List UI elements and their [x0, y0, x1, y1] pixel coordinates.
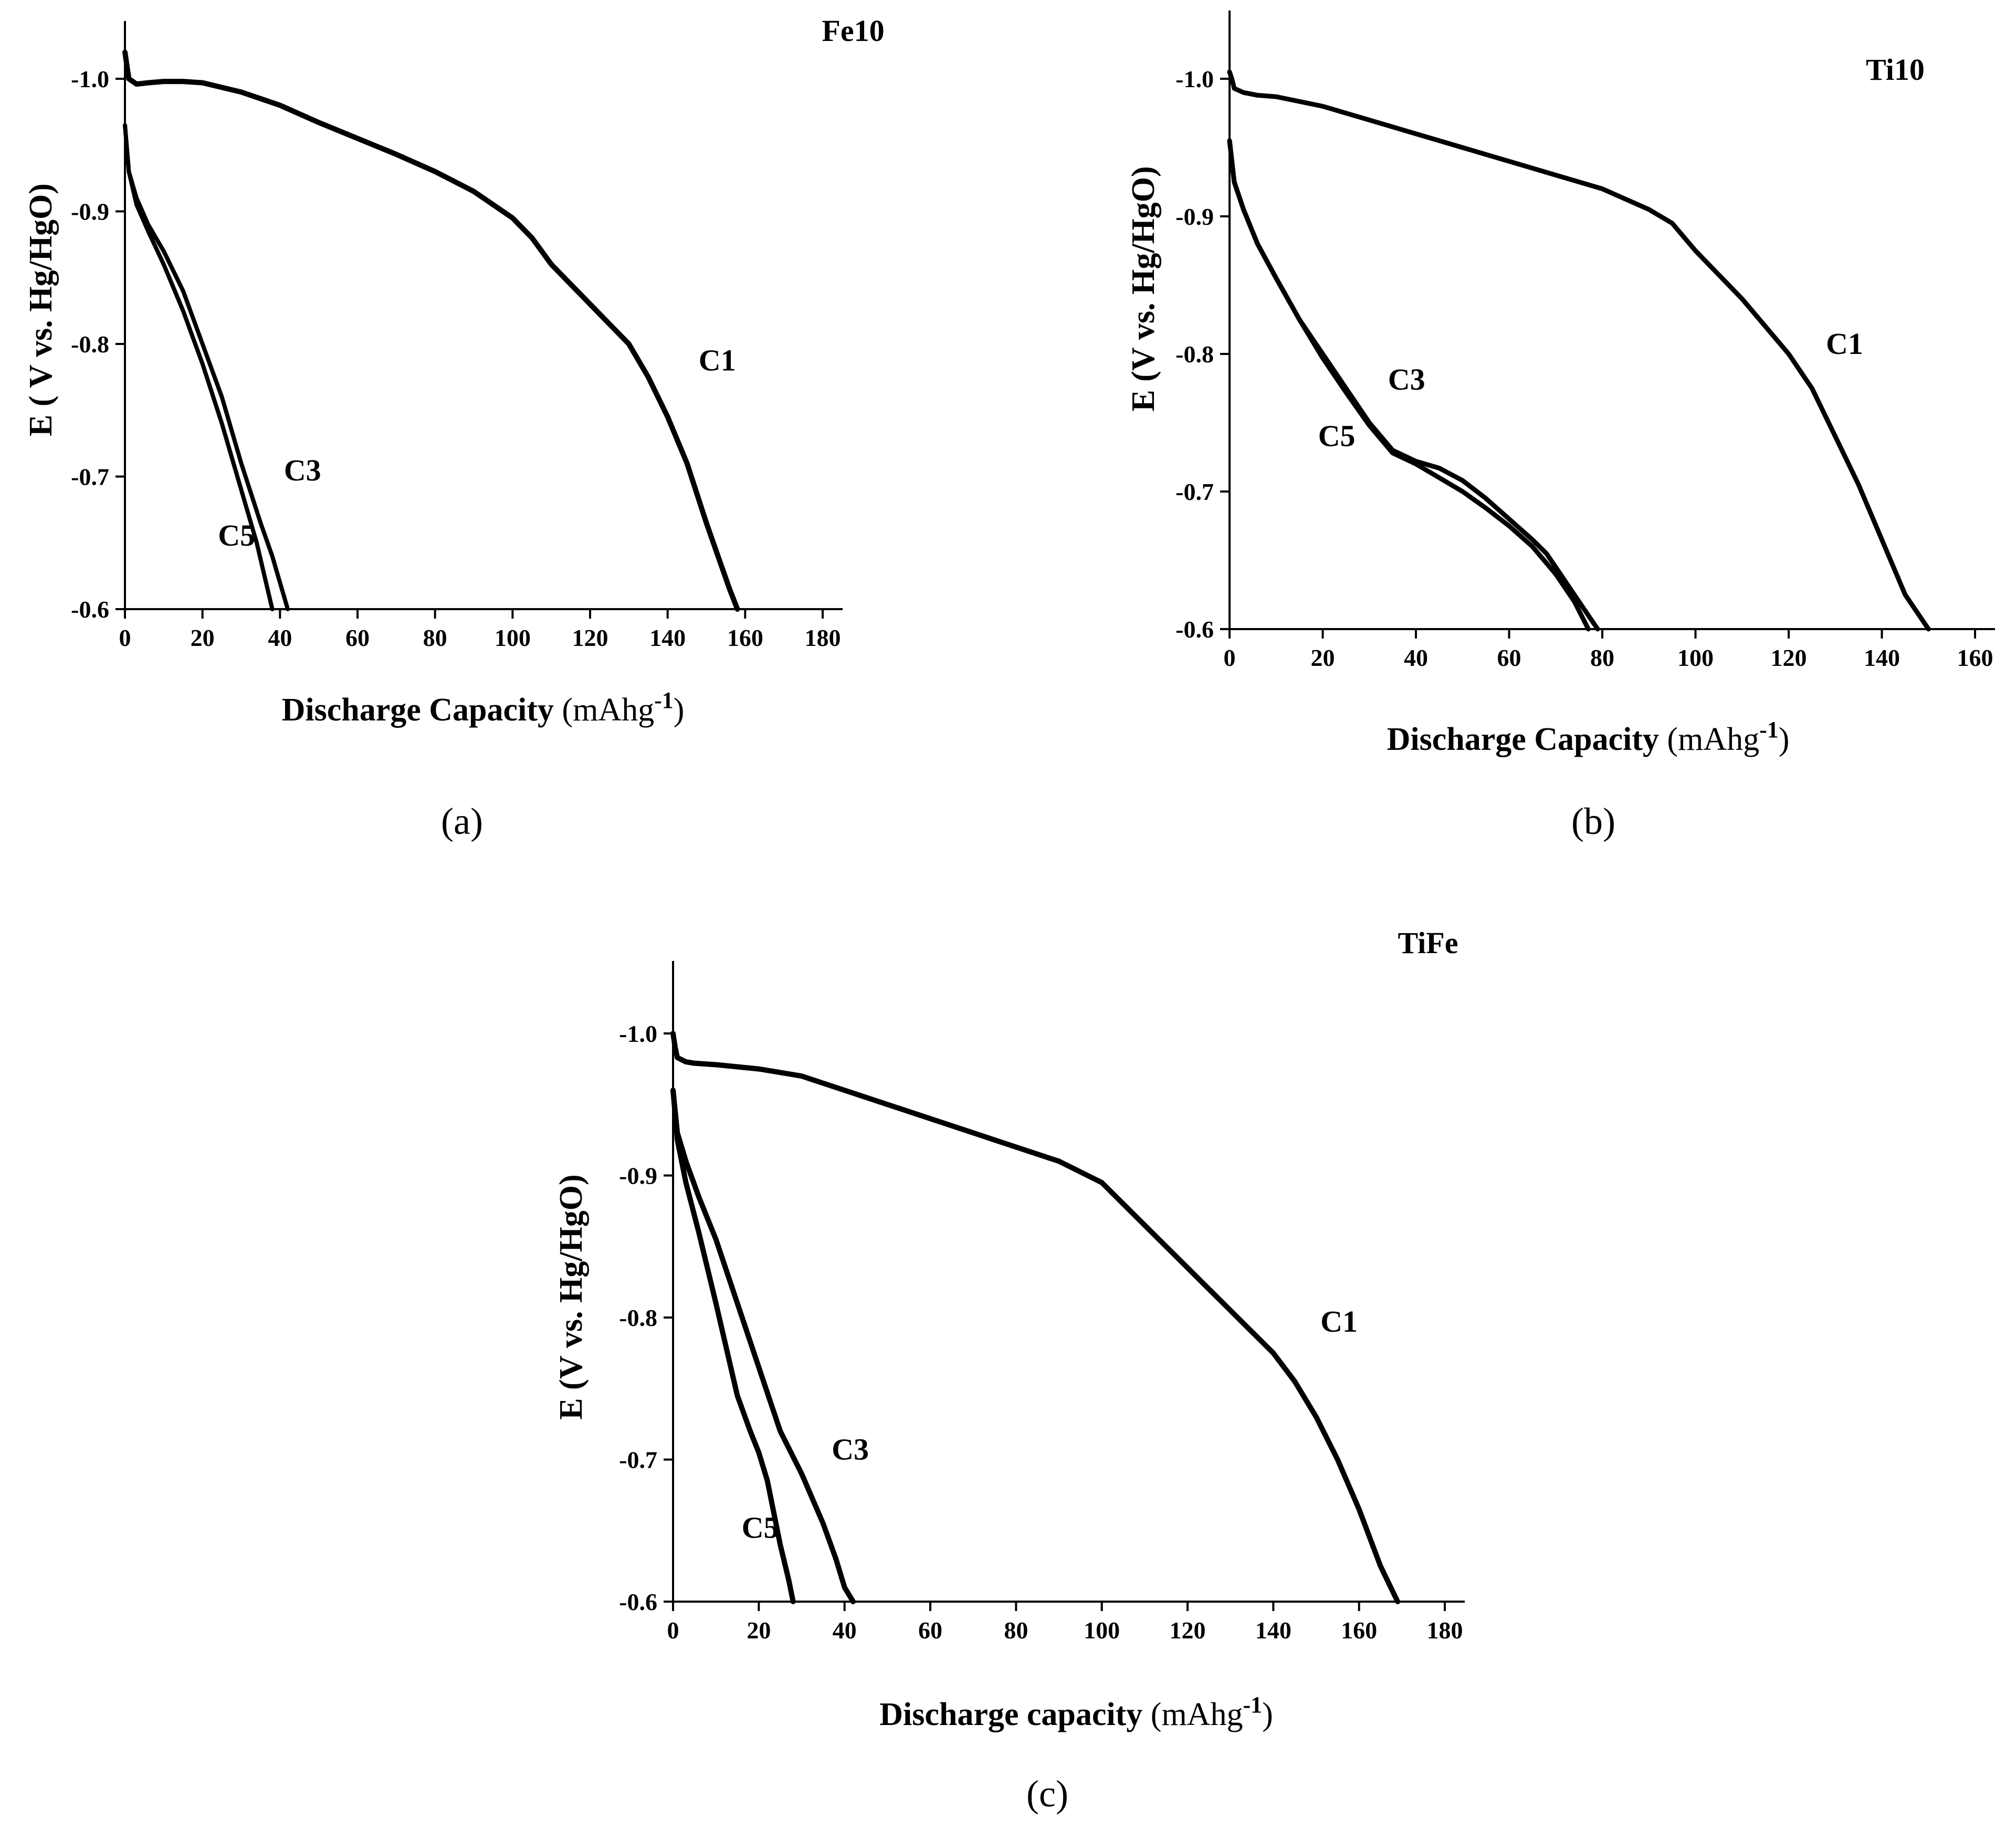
panel-a-y-tick-label: -0.9: [71, 198, 109, 225]
panel-c-x-tick-label: 180: [1427, 1617, 1463, 1644]
panel-b-y-tick-label: -0.8: [1175, 341, 1214, 368]
panel-c-x-tick-label: 20: [747, 1617, 771, 1644]
panel-a-label-c3: C3: [284, 453, 321, 487]
panel-c-x-tick-label: 40: [833, 1617, 857, 1644]
panel-a-sample-title: Fe10: [822, 14, 884, 48]
panel-b-series-c1: [1227, 69, 1931, 632]
panel-a-x-tick-label: 160: [727, 624, 763, 651]
panel-a-y-tick-label: -0.7: [71, 464, 109, 490]
panel-b-x-tick-label: 140: [1864, 644, 1900, 671]
panel-a-series-c5: [123, 123, 275, 611]
panel-b: C1 C3 C5 0 20 40 60 80 100 120 140 160 -1.0 -0.9 -0.8…: [1126, 11, 1995, 842]
panel-a-x-tick-label: 60: [345, 624, 370, 651]
panel-b-x-tick-label: 160: [1957, 644, 1993, 671]
panel-b-y-tick-label: -0.7: [1175, 478, 1214, 505]
panel-b-x-tick-label: 0: [1224, 644, 1236, 671]
panel-a-x-tick-label: 120: [572, 624, 608, 651]
panel-b-y-tick-label: -0.9: [1175, 203, 1214, 230]
panel-b-y-tick-label: -0.6: [1175, 616, 1214, 643]
panel-c-y-tick-label: -0.8: [619, 1304, 657, 1331]
panel-b-x-tick-label: 20: [1311, 644, 1335, 671]
panel-c-x-tick-label: 80: [1004, 1617, 1028, 1644]
panel-a-x-tick-label: 0: [119, 624, 131, 651]
panel-b-ylabel: E (V vs. Hg/HgO): [1126, 166, 1161, 411]
panel-b-label-c3: C3: [1388, 362, 1425, 396]
panel-b-x-tick-label: 60: [1497, 644, 1521, 671]
panel-b-sample-title: Ti10: [1866, 53, 1925, 87]
panel-c-series-c5: [670, 1088, 796, 1604]
panel-a-x-tick-label: 140: [649, 624, 686, 651]
panel-c-y-tick-label: -0.6: [619, 1588, 657, 1615]
panel-a-y-tick-label: -0.8: [71, 331, 109, 358]
panel-a-x-tick-label: 20: [191, 624, 215, 651]
panel-b-caption: (b): [1571, 800, 1615, 842]
panel-c-x-tick-label: 140: [1255, 1617, 1292, 1644]
panel-c-caption: (c): [1026, 1773, 1068, 1815]
panel-c-xlabel: Discharge capacity (mAhg-1): [879, 1692, 1273, 1732]
panel-c-label-c5: C5: [742, 1510, 779, 1544]
panel-b-y-tick-label: -1.0: [1175, 66, 1214, 92]
panel-c-x-tick-label: 60: [918, 1617, 942, 1644]
panel-c-sample-title: TiFe: [1398, 926, 1458, 960]
panel-b-x-tick-label: 80: [1590, 644, 1614, 671]
panel-a-xlabel: Discharge Capacity (mAhg-1): [282, 687, 685, 728]
panel-a-label-c5: C5: [218, 518, 255, 552]
panel-a-caption: (a): [441, 800, 483, 842]
panel-b-label-c1: C1: [1826, 327, 1863, 361]
panel-c-ylabel: E (V vs. Hg/HgO): [553, 1174, 589, 1419]
panel-c: C1 C3 C5 0 20 40 60 80 100 120 140 160 180 -1.0 -0.9 -…: [553, 926, 1465, 1815]
panel-c-x-tick-label: 120: [1170, 1617, 1206, 1644]
panel-c-label-c1: C1: [1320, 1304, 1358, 1339]
panel-b-label-c5: C5: [1318, 419, 1356, 453]
panel-a-series-c1: [122, 49, 740, 612]
panel-a: C1 C3 C5 0 20 40 60 80 100 120 140 160 180 -1.0 -0.9 -…: [23, 14, 885, 842]
panel-c-y-tick-label: -0.9: [619, 1163, 657, 1189]
panel-b-xlabel: Discharge Capacity (mAhg-1): [1387, 717, 1790, 757]
panel-a-series-c3: [123, 123, 290, 611]
panel-b-series-c5: [1227, 138, 1591, 632]
panel-a-label-c1: C1: [699, 343, 736, 378]
panel-a-x-tick-label: 180: [805, 624, 841, 651]
panel-a-ylabel: E ( V vs. Hg/HgO): [23, 183, 59, 436]
panel-a-x-tick-label: 100: [495, 624, 531, 651]
panel-c-x-tick-label: 0: [667, 1617, 679, 1644]
panel-c-x-tick-label: 160: [1341, 1617, 1377, 1644]
panel-b-x-tick-label: 100: [1677, 644, 1714, 671]
panel-b-x-tick-label: 40: [1404, 644, 1428, 671]
panel-c-label-c3: C3: [832, 1433, 869, 1467]
panel-a-y-tick-label: -0.6: [71, 596, 109, 623]
panel-a-x-tick-label: 40: [268, 624, 292, 651]
panel-b-x-tick-label: 120: [1771, 644, 1807, 671]
panel-c-y-tick-label: -0.7: [619, 1447, 657, 1473]
panel-c-series-c3: [670, 1088, 856, 1604]
panel-a-x-tick-label: 80: [423, 624, 447, 651]
panel-c-y-tick-label: -1.0: [619, 1020, 657, 1047]
panel-a-y-tick-label: -1.0: [71, 66, 109, 92]
panel-c-series-c1: [670, 1031, 1401, 1604]
panel-c-x-tick-label: 100: [1084, 1617, 1120, 1644]
